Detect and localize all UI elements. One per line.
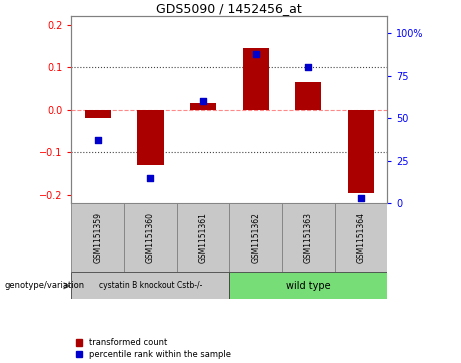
Text: cystatin B knockout Cstb-/-: cystatin B knockout Cstb-/- xyxy=(99,281,202,290)
Text: wild type: wild type xyxy=(286,281,331,291)
Point xyxy=(199,98,207,104)
Title: GDS5090 / 1452456_at: GDS5090 / 1452456_at xyxy=(156,2,302,15)
Bar xyxy=(348,110,374,193)
Legend: transformed count, percentile rank within the sample: transformed count, percentile rank withi… xyxy=(76,338,231,359)
Text: genotype/variation: genotype/variation xyxy=(5,281,85,290)
Bar xyxy=(335,203,387,272)
Text: GSM1151362: GSM1151362 xyxy=(251,212,260,263)
Bar xyxy=(242,48,269,110)
Text: GSM1151364: GSM1151364 xyxy=(356,212,366,263)
Point xyxy=(147,175,154,181)
Point xyxy=(357,195,365,201)
Bar xyxy=(71,272,229,299)
Bar xyxy=(137,110,164,165)
Bar xyxy=(85,110,111,118)
Bar xyxy=(229,203,282,272)
Bar xyxy=(229,272,387,299)
Bar xyxy=(295,82,321,110)
Text: GSM1151359: GSM1151359 xyxy=(93,212,102,263)
Bar xyxy=(190,103,216,110)
Bar xyxy=(71,203,124,272)
Text: GSM1151360: GSM1151360 xyxy=(146,212,155,263)
Text: GSM1151361: GSM1151361 xyxy=(199,212,207,263)
Bar xyxy=(282,203,335,272)
Bar xyxy=(177,203,229,272)
Bar xyxy=(124,203,177,272)
Text: GSM1151363: GSM1151363 xyxy=(304,212,313,263)
Point xyxy=(252,51,260,57)
Point xyxy=(305,64,312,70)
Point xyxy=(94,138,101,143)
